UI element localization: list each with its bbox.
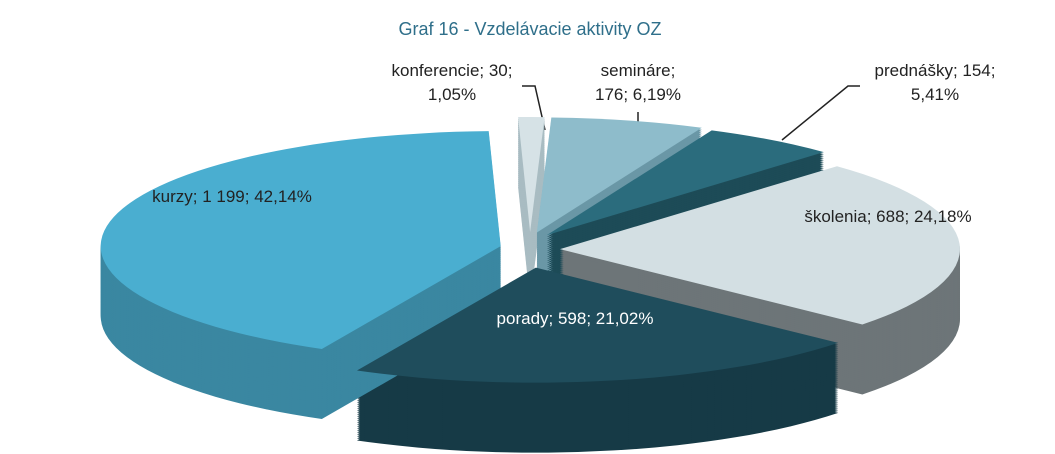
data-label-line: 5,41% <box>911 85 959 104</box>
data-label-line: prednášky; 154; <box>875 61 996 80</box>
data-label-line: semináre; <box>601 61 676 80</box>
slice <box>100 131 501 349</box>
slice <box>546 130 824 236</box>
data-label-line: školenia; 688; 24,18% <box>804 207 971 226</box>
data-label-line: 1,05% <box>428 85 476 104</box>
data-label-line: konferencie; 30; <box>392 61 513 80</box>
slice <box>356 267 839 383</box>
leader-line <box>522 85 546 131</box>
slice <box>559 166 960 325</box>
leader-line <box>781 85 860 141</box>
data-label-line: kurzy; 1 199; 42,14% <box>152 187 312 206</box>
data-label: kurzy; 1 199; 42,14% <box>152 187 312 206</box>
chart-title: Graf 16 - Vzdelávacie aktivity OZ <box>398 19 661 39</box>
slice <box>518 117 545 233</box>
data-label: konferencie; 30; 1,05% <box>392 61 513 104</box>
data-label: semináre; 176; 6,19% <box>595 61 681 104</box>
data-label: porady; 598; 21,02% <box>497 309 654 328</box>
data-label: školenia; 688; 24,18% <box>804 207 971 226</box>
data-label-line: porady; 598; 21,02% <box>497 309 654 328</box>
data-label: prednášky; 154; 5,41% <box>875 61 996 104</box>
data-label-line: 176; 6,19% <box>595 85 681 104</box>
slice <box>536 117 702 233</box>
